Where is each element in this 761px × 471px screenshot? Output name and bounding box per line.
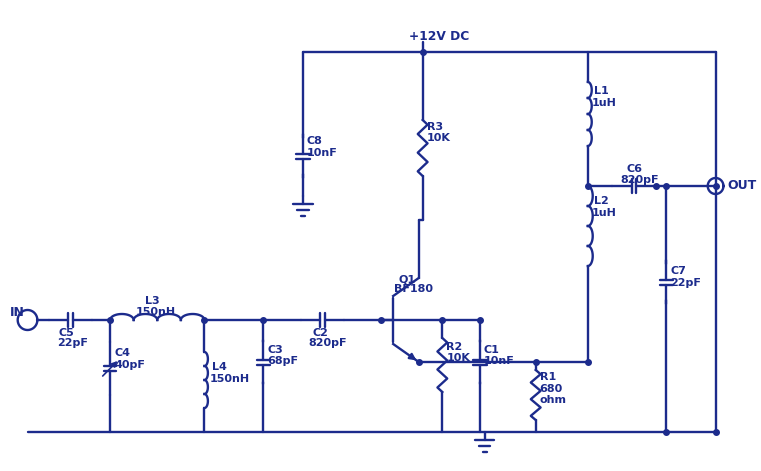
Text: C4: C4 bbox=[114, 348, 130, 358]
Text: 1uH: 1uH bbox=[592, 98, 616, 108]
Text: C5: C5 bbox=[59, 328, 75, 338]
Text: C2: C2 bbox=[313, 328, 329, 338]
Text: 820pF: 820pF bbox=[620, 175, 659, 185]
Text: 22pF: 22pF bbox=[57, 338, 88, 348]
Text: L4: L4 bbox=[212, 362, 228, 372]
Text: C8: C8 bbox=[307, 136, 323, 146]
Text: C6: C6 bbox=[626, 164, 642, 174]
Text: R1: R1 bbox=[540, 372, 556, 382]
Text: BF180: BF180 bbox=[394, 284, 433, 294]
Text: 68pF: 68pF bbox=[267, 356, 298, 366]
Text: C1: C1 bbox=[483, 345, 499, 355]
Text: L1: L1 bbox=[594, 86, 609, 96]
Text: 10K: 10K bbox=[446, 353, 470, 363]
Text: 820pF: 820pF bbox=[309, 338, 347, 348]
Text: 22pF: 22pF bbox=[670, 278, 701, 288]
Text: C7: C7 bbox=[670, 266, 686, 276]
Text: IN: IN bbox=[10, 306, 24, 319]
Text: +12V DC: +12V DC bbox=[409, 30, 470, 43]
Text: L2: L2 bbox=[594, 196, 609, 206]
Text: 10nF: 10nF bbox=[483, 356, 514, 366]
Text: 150nH: 150nH bbox=[209, 374, 250, 384]
Text: OUT: OUT bbox=[728, 179, 756, 192]
Text: 150nH: 150nH bbox=[135, 307, 176, 317]
Text: ohm: ohm bbox=[540, 395, 567, 405]
Text: R2: R2 bbox=[446, 342, 463, 352]
Text: 680: 680 bbox=[540, 384, 563, 394]
Text: 10nF: 10nF bbox=[307, 148, 337, 158]
Text: L3: L3 bbox=[145, 296, 160, 306]
Text: 1uH: 1uH bbox=[592, 208, 616, 218]
Text: 40pF: 40pF bbox=[114, 360, 145, 370]
Text: Q1: Q1 bbox=[398, 274, 416, 284]
Text: R3: R3 bbox=[427, 122, 443, 132]
Text: C3: C3 bbox=[267, 345, 283, 355]
Text: 10K: 10K bbox=[427, 133, 451, 143]
